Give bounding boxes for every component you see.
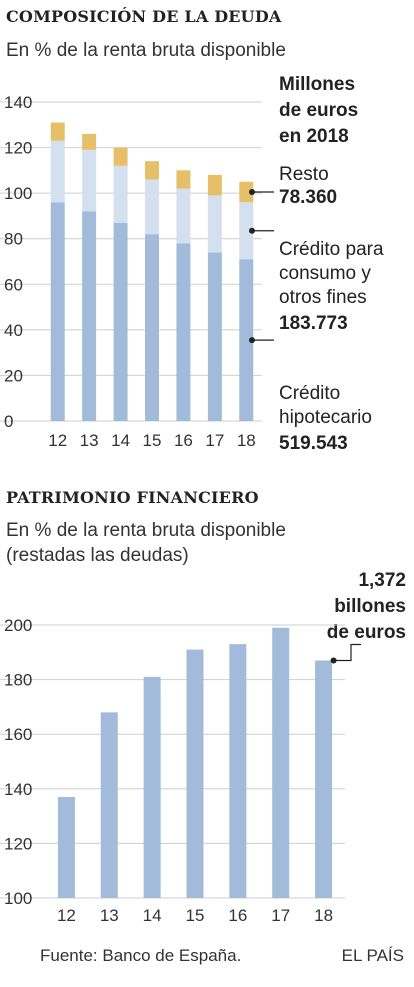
x-tick-label: 12 [57, 906, 76, 925]
bar-segment [207, 252, 222, 421]
x-tick-label: 16 [228, 906, 247, 925]
bar [57, 796, 75, 898]
annotation-dot [249, 337, 255, 344]
bar [272, 627, 290, 898]
bar-segment [239, 202, 254, 260]
bar-segment [239, 259, 254, 421]
bar [186, 649, 204, 898]
annotation-header-line: Millones [279, 74, 356, 95]
y-tick-label: 120 [4, 834, 32, 853]
bar [315, 660, 333, 898]
bar-segment [82, 149, 97, 212]
bar-segment [113, 165, 128, 223]
annotation-header-line: de euros [279, 100, 359, 121]
annotation-value: 78.360 [279, 187, 338, 208]
bar [229, 644, 247, 898]
y-tick-label: 60 [4, 275, 23, 294]
annotation-resto: Resto 78.360 [279, 163, 337, 209]
brand-logo: EL PAÍS [341, 946, 404, 965]
annotation-label: Crédito para [279, 239, 384, 260]
bar-segment [50, 122, 65, 141]
annotation-dot [249, 227, 255, 234]
bar-segment [113, 222, 128, 421]
y-tick-label: 200 [4, 616, 32, 635]
x-tick-label: 17 [205, 431, 224, 450]
bar-segment [176, 188, 191, 244]
chart1-title: COMPOSICIÓN DE LA DEUDA [6, 7, 282, 26]
source-note: Fuente: Banco de España. [40, 946, 242, 965]
x-tick-label: 15 [143, 431, 162, 450]
annotation-line: 1,372 [358, 570, 406, 591]
bar-segment [82, 211, 97, 421]
bar-segment [145, 179, 159, 235]
bar-segment [113, 147, 128, 166]
chart2-subtitle-line: En % de la renta bruta disponible [6, 520, 286, 541]
bar [143, 676, 161, 898]
bar-segment [176, 243, 191, 421]
bar-segment [50, 202, 65, 421]
annotation-line: billones [334, 596, 406, 617]
chart2-title: PATRIMONIO FINANCIERO [6, 488, 259, 507]
chart2-annotation: 1,372 billones de euros [327, 568, 406, 646]
chart2-subtitle-line: (restadas las deudas) [6, 545, 189, 566]
annotation-header-line: en 2018 [279, 126, 349, 147]
y-tick-label: 40 [4, 321, 23, 340]
bar-segment [239, 181, 254, 203]
x-tick-label: 16 [174, 431, 193, 450]
annotation-hipotecario: Crédito hipotecario 519.543 [279, 382, 372, 455]
bar-segment [82, 133, 97, 150]
annotation-label: consumo y [279, 263, 371, 284]
bar-segment [145, 234, 159, 421]
bar-segment [207, 195, 222, 253]
annotation-line: de euros [326, 622, 406, 643]
x-tick-label: 14 [143, 906, 162, 925]
annotation-label: Resto [279, 164, 329, 185]
y-tick-label: 100 [4, 184, 32, 203]
chart1-subtitle: En % de la renta bruta disponible [6, 40, 286, 61]
y-tick-label: 160 [4, 725, 32, 744]
y-tick-label: 100 [4, 889, 32, 908]
annotation-label: Crédito [279, 383, 341, 404]
annotation-value: 183.773 [279, 313, 348, 334]
y-tick-label: 120 [4, 139, 32, 158]
annotation-label: otros fines [279, 287, 367, 308]
y-tick-label: 0 [4, 412, 13, 431]
bar [100, 712, 118, 898]
bar-segment [50, 140, 65, 203]
x-tick-label: 17 [271, 906, 290, 925]
x-tick-label: 13 [80, 431, 99, 450]
annotation-dot [249, 189, 255, 196]
bar-segment [145, 161, 159, 180]
y-tick-label: 80 [4, 230, 23, 249]
annotation-consumo: Crédito para consumo y otros fines 183.7… [279, 238, 384, 335]
y-tick-label: 140 [4, 780, 32, 799]
annotation-leader [333, 643, 361, 662]
bar-segment [176, 170, 191, 189]
y-tick-label: 180 [4, 671, 32, 690]
chart1-annotation-header: Millones de euros en 2018 [279, 72, 409, 150]
x-tick-label: 18 [237, 431, 256, 450]
annotation-label: hipotecario [279, 407, 372, 428]
x-tick-label: 12 [48, 431, 67, 450]
x-tick-label: 15 [186, 906, 205, 925]
annotation-value: 519.543 [279, 433, 348, 454]
annotation-dot [330, 657, 337, 664]
y-tick-label: 140 [4, 93, 32, 112]
x-tick-label: 13 [100, 906, 119, 925]
bar-segment [207, 174, 222, 196]
y-tick-label: 20 [4, 366, 23, 385]
x-tick-label: 14 [111, 431, 130, 450]
debt-composition-chart: 0 20 40 60 80 100 120 140 12 13 14 15 16 17 18 [0, 93, 274, 450]
x-tick-label: 18 [314, 906, 333, 925]
